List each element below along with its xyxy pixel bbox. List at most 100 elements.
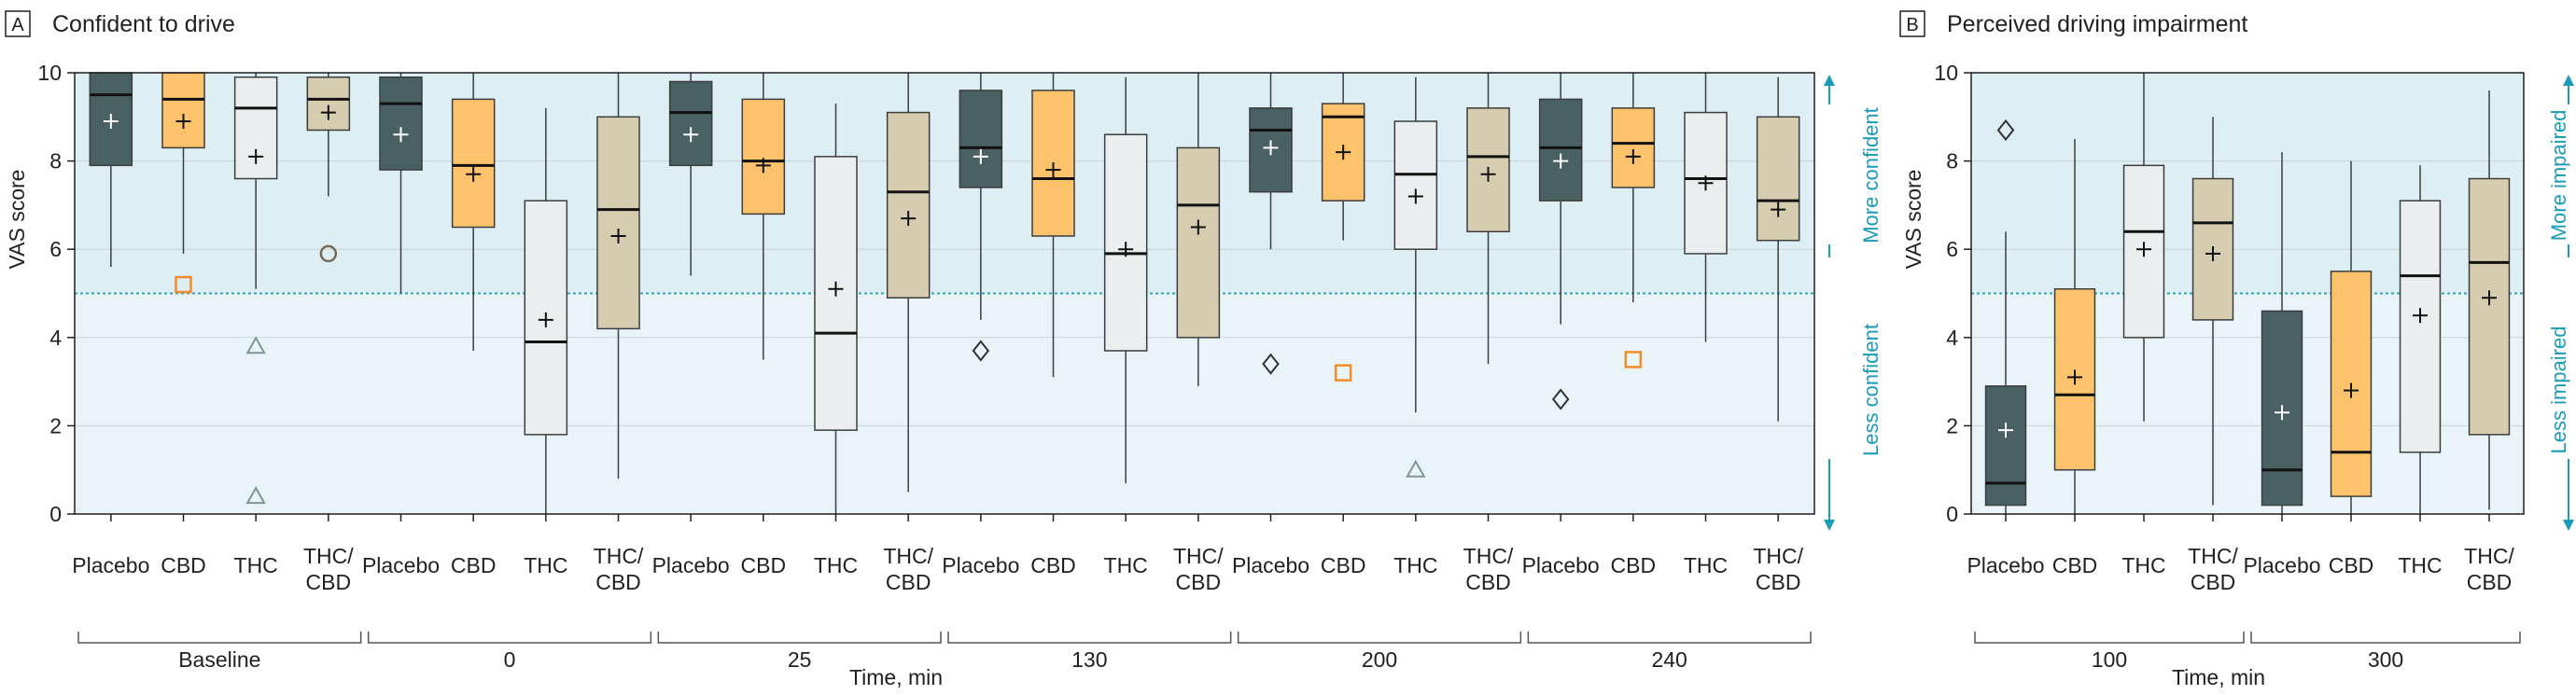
outlier-point xyxy=(245,486,266,505)
outlier-point xyxy=(1262,353,1280,375)
box-thccbd xyxy=(886,73,931,493)
category-label: CBD xyxy=(2052,553,2098,577)
category-label: CBD xyxy=(595,570,641,594)
x-axis-label: Time, min xyxy=(849,665,943,689)
iqr-box xyxy=(1031,90,1075,237)
category-label: THC/ xyxy=(2188,544,2238,568)
category-label: CBD xyxy=(306,570,352,594)
iqr-box xyxy=(1393,120,1438,250)
box-marks xyxy=(1984,73,2511,514)
box-placebo xyxy=(668,73,713,276)
box-thc xyxy=(1684,73,1728,342)
y-axis-label: VAS score xyxy=(1901,170,1925,270)
lower-region-label: Less confident xyxy=(1859,324,1883,456)
category-label: Placebo xyxy=(1522,553,1600,577)
category-label: CBD xyxy=(1465,570,1511,594)
iqr-box xyxy=(886,111,931,299)
box-thc xyxy=(524,107,568,514)
y-tick-label: 10 xyxy=(37,61,62,85)
outlier-point xyxy=(1406,459,1426,478)
box-thccbd xyxy=(306,73,351,263)
category-label: CBD xyxy=(2329,553,2374,577)
box-cbd xyxy=(1611,73,1656,368)
box-thc xyxy=(2399,165,2442,514)
category-label: CBD xyxy=(886,570,931,594)
box-thccbd xyxy=(596,73,640,480)
box-cbd xyxy=(1321,73,1365,382)
outlier-point xyxy=(175,275,192,294)
y-axis-label: VAS score xyxy=(5,170,29,270)
group-label: 200 xyxy=(1362,647,1397,672)
iqr-box xyxy=(741,98,786,215)
category-label: THC/ xyxy=(1173,544,1224,568)
group-label: Baseline xyxy=(178,647,260,672)
panel-letter: B xyxy=(1906,15,1918,35)
group-bracket xyxy=(1974,632,2245,644)
category-label: CBD xyxy=(1176,570,1222,594)
arrow-head-up xyxy=(1824,75,1835,86)
upper-region-label: More confident xyxy=(1859,107,1883,243)
y-tick-label: 8 xyxy=(49,149,62,174)
y-tick-label: 2 xyxy=(49,413,62,438)
panel-title: Confident to drive xyxy=(52,11,235,37)
box-cbd xyxy=(2053,138,2096,514)
category-label: CBD xyxy=(1321,553,1366,577)
y-tick-label: 0 xyxy=(1946,502,1958,526)
iqr-box xyxy=(2468,177,2511,436)
category-label: CBD xyxy=(1030,553,1076,577)
time-brackets: 100 300 xyxy=(1974,632,2521,672)
group-bracket xyxy=(657,632,942,644)
category-label: THC xyxy=(1684,553,1728,577)
iqr-box xyxy=(451,98,496,229)
group-bracket xyxy=(1527,632,1812,644)
category-label: CBD xyxy=(2191,570,2236,594)
y-tick-label: 10 xyxy=(1934,61,1958,85)
iqr-box xyxy=(596,116,640,330)
box-thc xyxy=(2122,73,2165,422)
x-axis-label: Time, min xyxy=(2172,665,2265,689)
direction-arrows xyxy=(2563,75,2574,531)
category-label: THC xyxy=(814,553,858,577)
group-label: 300 xyxy=(2368,647,2403,672)
iqr-box xyxy=(668,80,713,167)
y-tick-label: 8 xyxy=(1946,149,1958,174)
lower-region xyxy=(75,293,1814,514)
box-marks xyxy=(89,72,1800,514)
y-ticks: 0 2 4 6 8 10 xyxy=(1934,61,1971,526)
box-placebo xyxy=(379,73,423,294)
category-label: Placebo xyxy=(652,553,730,577)
outlier-point xyxy=(972,340,990,362)
panel-title: Perceived driving impairment xyxy=(1947,11,2247,37)
box-placebo xyxy=(1984,118,2027,514)
y-tick-label: 4 xyxy=(49,326,62,350)
category-label: THC/ xyxy=(883,544,933,568)
category-label: Placebo xyxy=(942,553,1019,577)
group-label: 25 xyxy=(788,647,812,672)
iqr-box xyxy=(959,90,1003,188)
box-placebo xyxy=(89,72,133,268)
y-tick-label: 4 xyxy=(1946,326,1958,350)
category-label: Placebo xyxy=(1967,553,2044,577)
arrow-head-up xyxy=(2563,75,2574,86)
category-label: CBD xyxy=(1756,570,1801,594)
y-tick-label: 0 xyxy=(49,502,62,526)
box-thccbd xyxy=(1176,73,1221,386)
box-placebo xyxy=(1249,73,1293,375)
box-cbd xyxy=(741,73,786,360)
category-label: THC xyxy=(1393,553,1437,577)
category-label: THC xyxy=(1104,553,1148,577)
box-placebo xyxy=(2261,152,2303,514)
group-bracket xyxy=(77,632,362,644)
category-label: CBD xyxy=(451,553,497,577)
category-label: Placebo xyxy=(2243,553,2320,577)
box-cbd xyxy=(161,72,205,294)
category-label: Placebo xyxy=(1232,553,1309,577)
group-label: 240 xyxy=(1651,647,1687,672)
box-thc xyxy=(233,73,278,505)
category-label: CBD xyxy=(741,553,787,577)
upper-region xyxy=(75,73,1814,294)
category-label: THC/ xyxy=(594,544,644,568)
upper-region-label: More impaired xyxy=(2547,110,2570,242)
category-label: THC xyxy=(2398,553,2442,577)
